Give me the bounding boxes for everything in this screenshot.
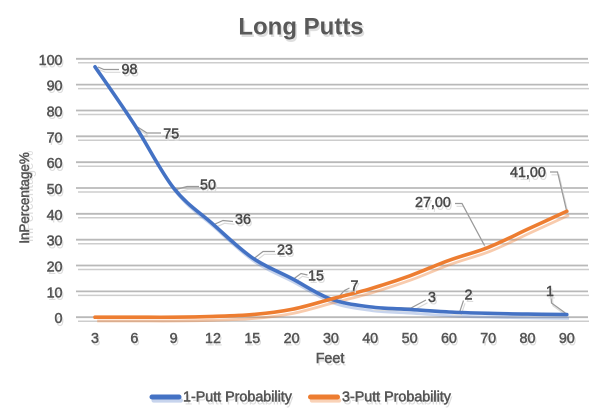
svg-text:2: 2 xyxy=(465,288,473,304)
svg-text:50: 50 xyxy=(200,178,216,194)
svg-text:75: 75 xyxy=(165,129,181,145)
svg-text:12: 12 xyxy=(205,331,221,347)
svg-text:100: 100 xyxy=(40,55,64,71)
svg-text:98: 98 xyxy=(122,62,138,78)
svg-text:15: 15 xyxy=(308,268,324,284)
svg-text:41,00: 41,00 xyxy=(510,165,546,181)
svg-text:41,00: 41,00 xyxy=(512,168,548,184)
svg-text:30: 30 xyxy=(323,331,339,347)
svg-text:40: 40 xyxy=(364,334,380,350)
svg-text:7: 7 xyxy=(351,279,359,295)
svg-text:40: 40 xyxy=(48,210,64,226)
svg-text:36: 36 xyxy=(237,215,253,231)
svg-text:40: 40 xyxy=(362,331,378,347)
svg-text:3: 3 xyxy=(91,331,99,347)
svg-text:30: 30 xyxy=(47,234,63,250)
svg-text:6: 6 xyxy=(130,331,138,347)
svg-text:10: 10 xyxy=(48,288,64,304)
svg-text:15: 15 xyxy=(310,271,326,287)
svg-text:90: 90 xyxy=(559,331,575,347)
svg-text:7: 7 xyxy=(352,281,360,297)
svg-text:100: 100 xyxy=(39,53,63,69)
svg-text:60: 60 xyxy=(48,159,64,175)
svg-text:50: 50 xyxy=(47,182,63,198)
svg-text:3-Putt Probability: 3-Putt Probability xyxy=(344,392,454,408)
svg-text:6: 6 xyxy=(132,334,140,350)
svg-text:Long Putts: Long Putts xyxy=(238,14,363,41)
svg-text:9: 9 xyxy=(171,334,179,350)
svg-text:90: 90 xyxy=(47,79,63,95)
svg-text:70: 70 xyxy=(482,334,498,350)
svg-text:15: 15 xyxy=(246,334,262,350)
svg-text:50: 50 xyxy=(48,185,64,201)
svg-text:3-Putt Probability: 3-Putt Probability xyxy=(342,390,452,406)
svg-text:23: 23 xyxy=(277,243,293,259)
svg-text:0: 0 xyxy=(56,314,64,330)
svg-text:1-Putt Probability: 1-Putt Probability xyxy=(185,392,295,408)
svg-text:70: 70 xyxy=(47,130,63,146)
svg-text:90: 90 xyxy=(48,81,64,97)
svg-text:2: 2 xyxy=(466,290,474,306)
svg-text:60: 60 xyxy=(47,156,63,172)
svg-text:0: 0 xyxy=(55,311,63,327)
svg-text:90: 90 xyxy=(560,334,576,350)
svg-text:3: 3 xyxy=(93,334,101,350)
svg-text:40: 40 xyxy=(47,208,63,224)
svg-text:20: 20 xyxy=(47,260,63,276)
svg-text:80: 80 xyxy=(48,107,64,123)
svg-text:1-Putt Probability: 1-Putt Probability xyxy=(183,390,293,406)
svg-text:30: 30 xyxy=(48,236,64,252)
svg-text:23: 23 xyxy=(279,245,295,261)
svg-text:98: 98 xyxy=(123,65,139,81)
svg-text:27,00: 27,00 xyxy=(417,198,453,214)
svg-text:Feet: Feet xyxy=(317,354,346,370)
svg-text:3: 3 xyxy=(430,293,438,309)
svg-text:Long Putts: Long Putts xyxy=(240,16,365,43)
svg-text:60: 60 xyxy=(442,334,458,350)
svg-text:80: 80 xyxy=(521,334,537,350)
svg-text:12: 12 xyxy=(207,334,223,350)
svg-text:10: 10 xyxy=(47,285,63,301)
svg-text:9: 9 xyxy=(170,331,178,347)
svg-text:15: 15 xyxy=(244,331,260,347)
svg-text:1: 1 xyxy=(546,284,554,300)
svg-text:80: 80 xyxy=(47,105,63,121)
svg-text:InPercentage%: InPercentage% xyxy=(21,151,36,243)
svg-text:27,00: 27,00 xyxy=(415,195,451,211)
svg-text:70: 70 xyxy=(48,133,64,149)
svg-text:50: 50 xyxy=(202,180,218,196)
svg-text:75: 75 xyxy=(163,126,179,142)
svg-text:1: 1 xyxy=(548,287,556,303)
svg-text:InPercentage%: InPercentage% xyxy=(17,152,32,244)
svg-text:80: 80 xyxy=(520,331,536,347)
svg-text:20: 20 xyxy=(48,262,64,278)
svg-text:60: 60 xyxy=(441,331,457,347)
svg-text:Feet: Feet xyxy=(316,351,345,367)
svg-text:70: 70 xyxy=(480,331,496,347)
svg-text:50: 50 xyxy=(402,331,418,347)
svg-text:36: 36 xyxy=(235,212,251,228)
svg-text:20: 20 xyxy=(284,331,300,347)
svg-text:20: 20 xyxy=(285,334,301,350)
svg-text:50: 50 xyxy=(403,334,419,350)
svg-text:30: 30 xyxy=(324,334,340,350)
svg-text:3: 3 xyxy=(428,290,436,306)
